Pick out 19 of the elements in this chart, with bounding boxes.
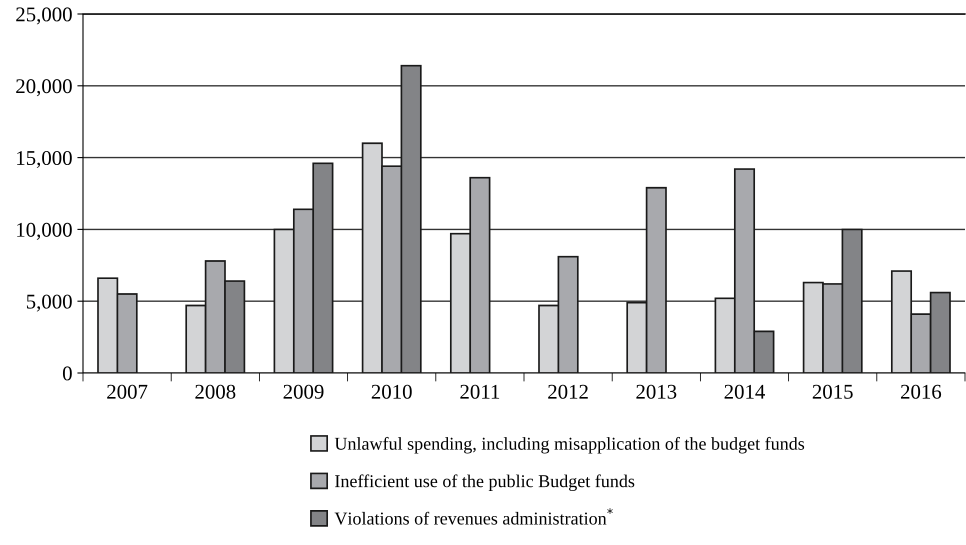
y-tick-label: 10,000 (17, 222, 72, 240)
legend-label: Violations of revenues administration$^{*}$ (334, 508, 613, 525)
legend-label: Unlawful spending, including misapplication of the budget funds (334, 436, 804, 454)
x-tick-label: 2014 (724, 384, 766, 399)
x-tick-label: 2008 (195, 384, 236, 399)
x-tick-label: 2010 (372, 384, 412, 399)
y-tick-label: 15,000 (17, 150, 72, 168)
x-tick-label: 2016 (900, 384, 942, 399)
legend-label: Inefficient use of the public Budget funds (335, 474, 634, 492)
x-tick-label: 2007 (107, 384, 148, 399)
x-tick-label: 2012 (548, 384, 588, 399)
y-tick-label: 0 (62, 366, 72, 380)
x-tick-label: 2009 (284, 384, 324, 399)
x-tick-label: 2013 (636, 384, 676, 399)
y-tick-label: 5,000 (26, 294, 72, 312)
x-tick-label: 2011 (460, 384, 500, 399)
y-tick-label: 25,000 (16, 7, 72, 24)
x-tick-label: 2015 (812, 384, 853, 399)
y-tick-label: 20,000 (16, 79, 72, 96)
